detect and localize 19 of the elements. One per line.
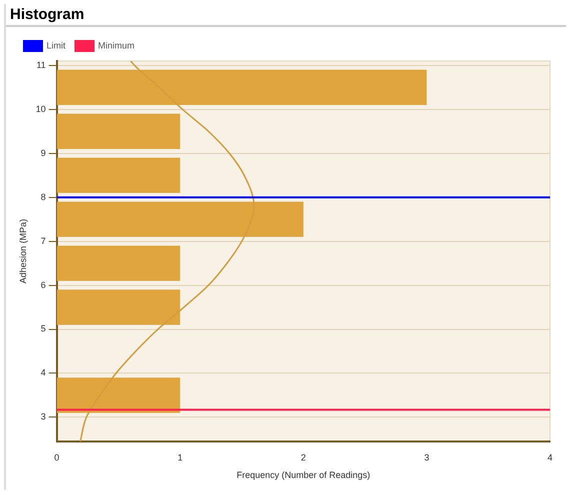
legend-label: Minimum (98, 40, 135, 50)
y-tick-label: 3 (40, 412, 46, 422)
y-tick-label: 11 (36, 60, 46, 70)
x-axis-title: Frequency (Number of Readings) (236, 470, 370, 480)
y-tick-label: 7 (40, 236, 46, 246)
y-tick-label: 9 (40, 148, 46, 158)
x-tick-label: 1 (178, 452, 183, 462)
x-tick-label: 2 (300, 452, 306, 462)
x-tick-label: 3 (424, 452, 430, 462)
y-tick-label: 8 (40, 192, 46, 202)
x-tick-label: 4 (547, 452, 553, 462)
y-tick-label: 4 (40, 368, 46, 378)
legend-label: Limit (46, 40, 66, 50)
chart-title: Histogram (6, 4, 566, 27)
x-tick-label: 0 (54, 452, 60, 462)
y-tick-label: 5 (40, 324, 46, 334)
y-tick-label: 6 (40, 280, 46, 290)
y-axis-title: Adhesion (MPa) (18, 218, 28, 284)
y-tick-label: 10 (36, 104, 46, 114)
